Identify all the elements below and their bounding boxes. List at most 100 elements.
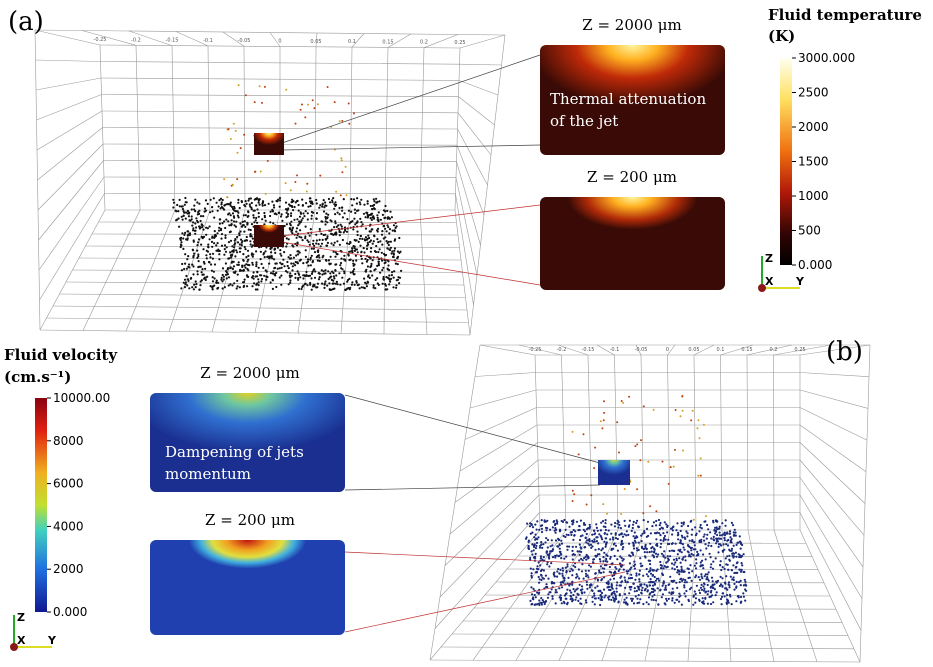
particle [237,202,239,204]
particle [557,546,559,548]
particle [242,253,244,255]
particle [275,286,277,288]
particle [360,221,362,223]
particle [649,584,651,586]
particle [557,568,559,570]
particle [393,256,395,258]
particle [240,230,242,232]
particle [592,559,594,561]
particle [624,520,626,522]
particle [692,604,694,606]
particle [209,225,211,227]
particle [647,589,649,591]
particle [644,551,646,553]
particle [315,242,317,244]
particle [595,572,597,574]
particle [358,284,360,286]
particle [674,561,676,563]
particle [624,576,626,578]
particle [651,551,653,553]
particle [647,521,649,523]
particle [552,556,554,558]
particle [635,572,637,574]
axis-label: X [17,634,26,647]
particle [262,205,264,207]
particle [341,159,343,161]
particle [725,557,727,559]
particle [274,252,276,254]
particle [393,254,395,256]
particle [302,239,304,241]
particle [724,532,726,534]
particle [378,211,380,213]
particle [706,524,708,526]
particle [571,581,573,583]
particle [705,547,707,549]
particle [385,276,387,278]
particle [605,529,607,531]
particle [348,123,350,125]
particle [389,211,391,213]
particle [364,258,366,260]
particle [360,235,362,237]
particle [296,227,298,229]
particle [736,581,738,583]
particle [580,520,582,522]
particle [392,286,394,288]
particle [348,210,350,212]
particle [699,592,701,594]
particle [285,89,287,91]
particle [591,596,593,598]
particle [587,543,589,545]
particle [361,286,363,288]
particle [172,206,174,208]
particle [395,287,397,289]
particle [280,284,282,286]
particle [269,215,271,217]
particle [245,263,247,265]
particle [244,265,246,267]
particle [375,279,377,281]
particle [708,571,710,573]
particle [604,522,606,524]
particle [531,524,533,526]
particle [214,234,216,236]
colorbar-title: Fluid velocity [4,346,118,364]
particle [638,586,640,588]
particle [255,288,257,290]
particle [239,222,241,224]
particle [353,268,355,270]
particle [244,240,246,242]
particle [220,207,222,209]
particle [695,567,697,569]
colorbar-tick-label: 1000 [798,189,829,203]
particle [636,488,638,490]
particle [570,568,572,570]
particle [370,263,372,265]
particle [249,205,251,207]
particle [713,536,715,538]
particle [702,567,704,569]
particle [216,232,218,234]
particle [182,219,184,221]
particle [245,200,247,202]
colorbar-tick-label: 6000 [53,477,84,491]
particle [679,549,681,551]
particle [607,583,609,585]
particle [574,590,576,592]
particle [622,536,624,538]
colorbar-ticks: 10000.0080006000400020000.000 [47,391,110,619]
particle [651,599,653,601]
slice-annotation: Thermal attenuation [550,90,706,108]
grid-line [455,443,538,503]
grid-line [800,373,869,377]
particle [285,208,287,210]
particle [643,583,645,585]
particle [530,533,532,535]
particle [334,101,336,103]
particle [239,207,241,209]
particle [313,107,315,109]
particle [591,545,593,547]
particle [691,570,693,572]
particle [585,537,587,539]
